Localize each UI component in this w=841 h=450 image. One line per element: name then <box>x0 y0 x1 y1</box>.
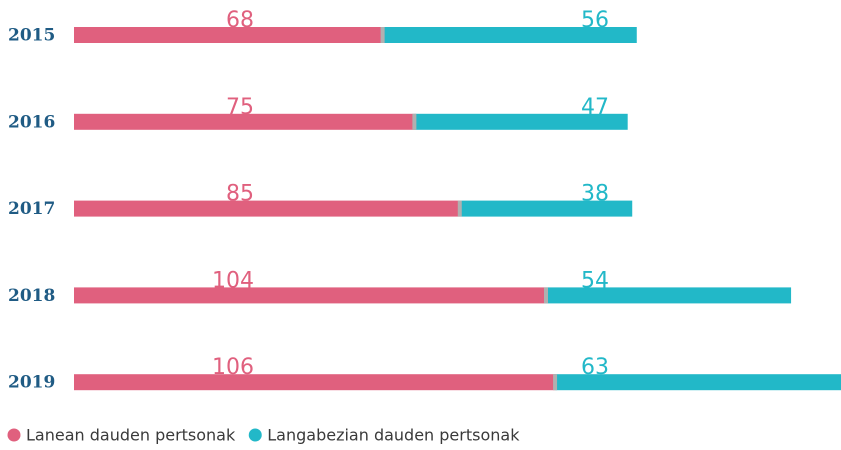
bar-segment <box>555 374 841 391</box>
legend-label: Langabezian dauden pertsonak <box>267 426 520 445</box>
category-label: 2015 <box>8 26 55 46</box>
category-label: 2019 <box>8 373 55 393</box>
value-label: 47 <box>581 95 609 120</box>
segment-divider <box>457 200 462 217</box>
value-label: 56 <box>581 8 609 33</box>
segment-divider <box>412 113 417 130</box>
value-label: 75 <box>226 95 254 120</box>
segment-divider <box>380 27 385 43</box>
bar-segment <box>382 27 637 43</box>
legend-marker <box>248 428 262 442</box>
bar-segment <box>74 113 415 130</box>
value-label: 38 <box>581 182 609 207</box>
category-label: 2016 <box>8 112 55 132</box>
legend-marker <box>7 428 21 442</box>
bar-segment <box>546 287 792 304</box>
bar-segment <box>74 287 546 304</box>
bar-segment <box>74 200 460 217</box>
category-label: 2017 <box>8 199 55 219</box>
value-label: 63 <box>581 355 609 380</box>
category-label: 2018 <box>8 286 55 306</box>
bar-segment <box>459 200 633 217</box>
value-label: 106 <box>212 355 254 380</box>
value-label: 85 <box>226 182 254 207</box>
segment-divider <box>553 374 558 391</box>
value-label: 68 <box>226 8 254 33</box>
bar-segment <box>74 374 556 391</box>
bar-segment <box>74 27 383 43</box>
segment-divider <box>544 287 548 304</box>
value-label: 54 <box>581 268 609 293</box>
legend-label: Lanean dauden pertsonak <box>26 426 236 445</box>
bar-segment <box>414 113 628 130</box>
value-label: 104 <box>212 268 254 293</box>
